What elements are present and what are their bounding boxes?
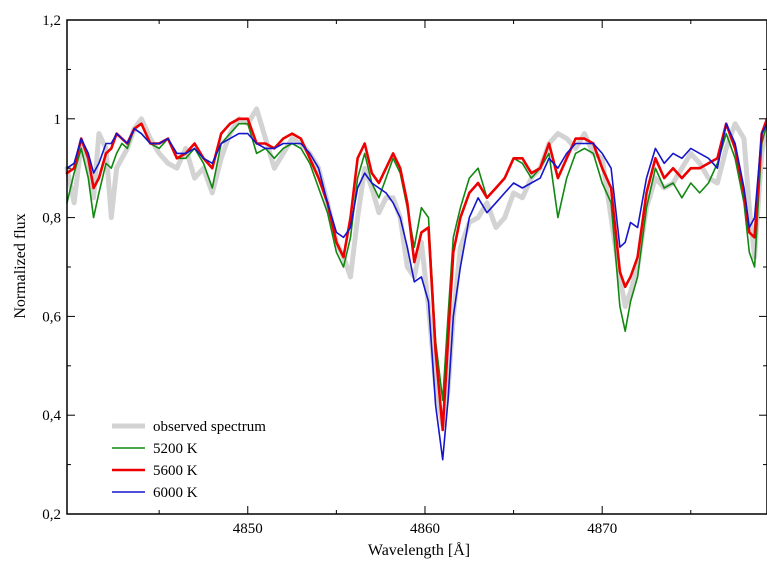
series-layer <box>64 106 767 461</box>
y-tick-label: 0,6 <box>42 309 61 325</box>
x-tick-label: 4850 <box>233 521 263 537</box>
x-tick-label: 4870 <box>587 521 617 537</box>
y-tick-label: 1,2 <box>42 13 61 29</box>
legend-label-2: 5600 K <box>153 463 198 479</box>
legend-label-0: observed spectrum <box>153 419 266 435</box>
x-axis-label: Wavelength [Å] <box>368 541 470 559</box>
legend-label-1: 5200 K <box>153 441 198 457</box>
series-line-0 <box>64 106 767 428</box>
series-line-3 <box>66 122 767 461</box>
y-tick-label: 0,8 <box>42 211 61 227</box>
axes-layer: 0,2 0,4 0,6 0,8 1 1,2 4850 4860 4870 <box>42 13 767 537</box>
y-tick-label: 0,2 <box>42 507 61 523</box>
legend-label-3: 6000 K <box>153 485 198 501</box>
y-tick-label: 0,4 <box>42 408 61 424</box>
legend: observed spectrum 5200 K 5600 K 6000 K <box>112 419 266 501</box>
x-tick-label: 4860 <box>410 521 440 537</box>
y-tick-label: 1 <box>54 112 62 128</box>
y-axis-label: Normalized flux <box>12 213 29 318</box>
